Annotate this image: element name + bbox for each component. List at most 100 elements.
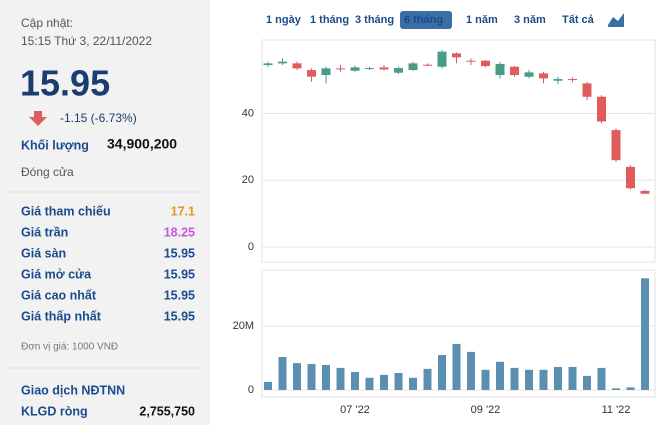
volume-bar (293, 363, 301, 390)
volume-bar (583, 375, 591, 390)
candle-body (626, 166, 635, 189)
change: -1.15 (-6.73%) (60, 111, 137, 125)
row-value: 15.95 (164, 309, 195, 323)
volume-bar (336, 367, 345, 390)
tab[interactable]: Tất cả (562, 14, 595, 26)
candle-body (365, 68, 374, 70)
row-label: Giá thấp nhất (21, 309, 102, 323)
volume-bar (307, 364, 316, 390)
status: Đóng cửa (21, 165, 74, 179)
volume-label: Khối lượng (21, 138, 89, 152)
candle-body (350, 67, 360, 71)
row-label: Giá trần (21, 225, 68, 239)
price-rows: Giá tham chiếu 17.1 Giá trần 18.25 Giá sàn 15… (21, 204, 195, 323)
volume-bar (409, 377, 417, 390)
x-tick-label: 09 '22 (471, 404, 501, 416)
volume-bar (539, 369, 548, 390)
row-value: 15.95 (164, 267, 195, 281)
price: 15.95 (20, 63, 110, 104)
volume-bar (423, 368, 432, 390)
net-value: 2,755,750 (139, 404, 195, 418)
candle-body (510, 66, 519, 76)
candle-body (292, 63, 302, 69)
row-label: Giá tham chiếu (21, 204, 111, 218)
row-label: Giá cao nhất (21, 288, 97, 302)
volume: 34,900,200 (107, 136, 177, 152)
candle-body (611, 130, 621, 161)
tab[interactable]: 1 ngày (266, 14, 302, 26)
candle-body (307, 70, 316, 77)
tab-active-bg (400, 11, 452, 29)
candle-body (539, 73, 548, 79)
tab[interactable]: 3 năm (514, 14, 546, 26)
volume-bar (380, 374, 388, 390)
volume-bar (525, 369, 533, 390)
price-panel (261, 39, 656, 263)
volume-bar (510, 367, 519, 390)
candle-body (437, 51, 447, 67)
volume-bar (278, 357, 287, 390)
volume-bar (554, 366, 562, 390)
unit: Đơn vị giá: 1000 VNĐ (21, 342, 118, 353)
side-panel (0, 0, 210, 425)
candle-body (263, 63, 273, 66)
updated-time: 15:15 Thứ 3, 22/11/2022 (21, 34, 152, 48)
row-value: 18.25 (164, 225, 195, 239)
candle-body (452, 53, 461, 58)
candle-body (597, 96, 606, 122)
row-label: Giá mở cửa (21, 267, 92, 281)
net-label: KLGD ròng (21, 404, 88, 418)
chart-type-icon[interactable] (608, 13, 624, 27)
volume-bar (394, 373, 403, 390)
volume-bar (322, 365, 330, 390)
candle-body (481, 60, 490, 67)
candle-body (394, 68, 403, 73)
y-tick-label: 0 (248, 241, 254, 253)
volume-bar (496, 361, 504, 390)
volume-bar (568, 366, 577, 390)
candle-body (524, 72, 534, 77)
candle-body (278, 61, 287, 64)
volume-bar (641, 278, 649, 390)
candle-body (640, 190, 650, 194)
volume-bar (438, 355, 446, 390)
tab[interactable]: 6 tháng (404, 14, 443, 26)
candle-body (321, 68, 331, 76)
row-label: Giá sàn (21, 246, 66, 260)
updated-label: Cập nhật: (21, 16, 73, 30)
tab[interactable]: 1 tháng (310, 14, 349, 26)
candle-body (379, 67, 389, 70)
candle-body (495, 64, 505, 76)
candle-body (423, 64, 432, 66)
tab[interactable]: 3 tháng (355, 14, 394, 26)
row-value: 17.1 (171, 204, 195, 218)
volume-panel (261, 269, 656, 398)
volume-bar (481, 369, 490, 390)
y-tick-label: 20M (233, 320, 254, 332)
volume-bar (597, 367, 606, 390)
candle-body (582, 83, 592, 97)
y-tick-label: 40 (242, 107, 254, 119)
down-arrow (29, 111, 47, 126)
candle-body (466, 60, 476, 62)
volume-bar (626, 387, 635, 390)
tab[interactable]: 1 năm (466, 14, 498, 26)
foreign-title: Giao dịch NĐTNN (21, 383, 125, 397)
candle-body (568, 79, 577, 81)
volume-bar (612, 388, 620, 390)
y-tick-label: 0 (248, 384, 254, 396)
row-value: 15.95 (164, 288, 195, 302)
volume-bar (365, 377, 374, 390)
candle-body (336, 68, 345, 70)
row-value: 15.95 (164, 246, 195, 260)
volume-bar (351, 372, 359, 390)
candle-body (553, 79, 563, 81)
x-tick-label: 07 '22 (340, 404, 370, 416)
volume-bar (452, 343, 461, 390)
range-tabs: 1 ngày 1 tháng 3 tháng 6 tháng 1 năm 3 năm Tất… (266, 11, 595, 29)
y-tick-label: 20 (242, 174, 254, 186)
volume-bar (467, 351, 475, 390)
candle-body (408, 63, 418, 71)
x-tick-label: 11 '22 (602, 404, 631, 416)
